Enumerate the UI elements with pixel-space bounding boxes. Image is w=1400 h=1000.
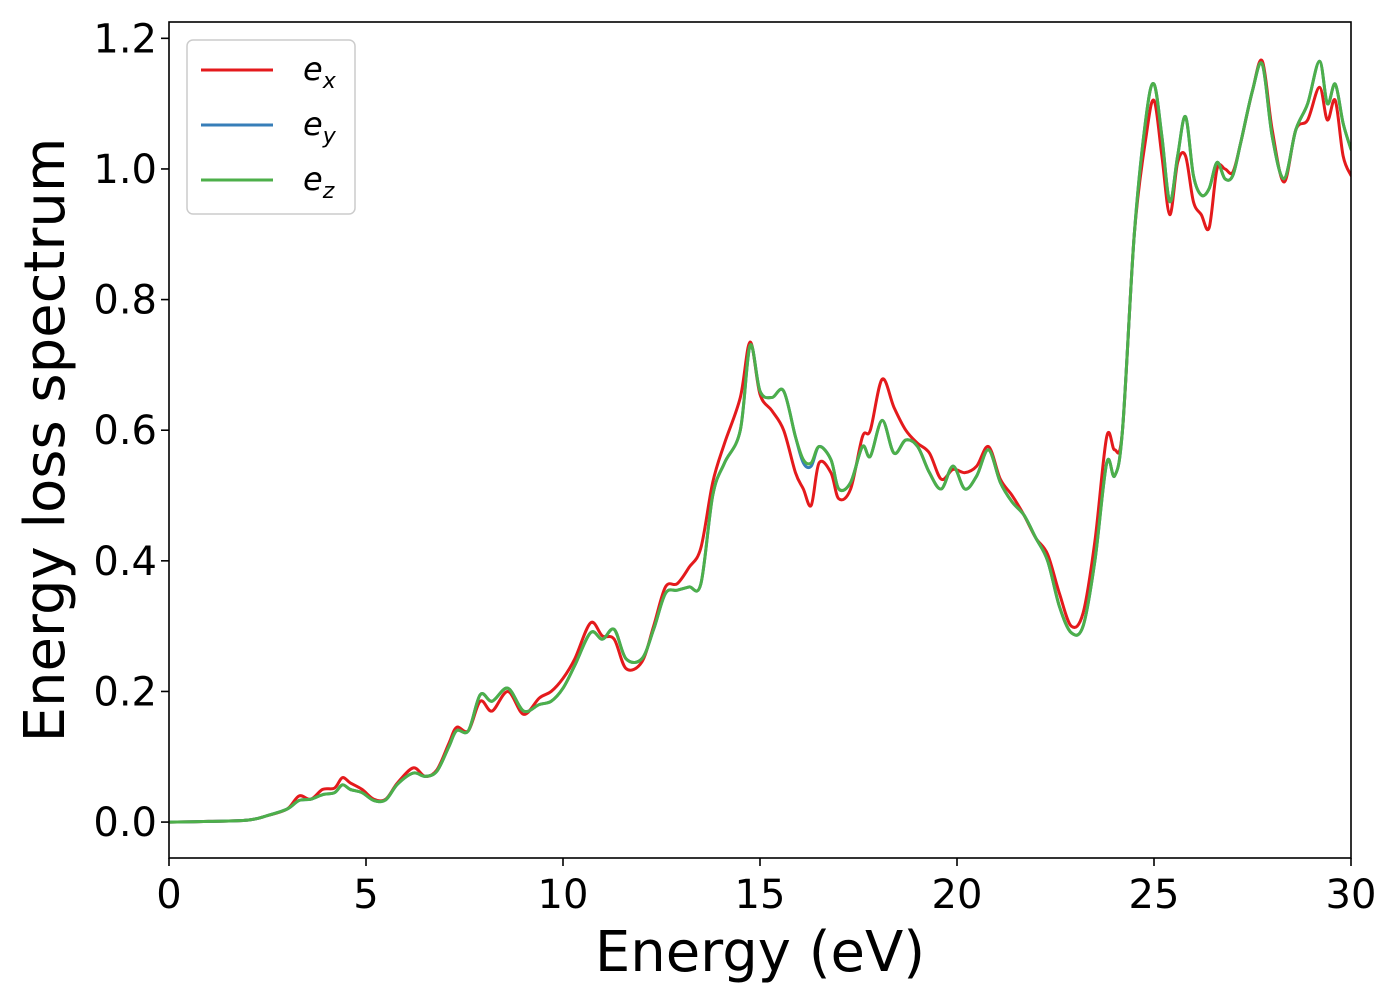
x-tick-label: 25 — [1129, 872, 1180, 918]
x-tick-label: 30 — [1326, 872, 1377, 918]
x-axis: 0 5 10 15 20 25 30 — [156, 858, 1376, 918]
x-tick-label: 5 — [353, 872, 378, 918]
x-tick-label: 0 — [156, 872, 181, 918]
legend-label-subscript: y — [322, 124, 337, 149]
y-tick-label: 0.0 — [93, 800, 157, 846]
x-tick-label: 20 — [932, 872, 983, 918]
y-tick-label: 0.8 — [93, 278, 157, 324]
legend-label-subscript: z — [322, 179, 335, 204]
legend-label-main: e — [303, 160, 323, 198]
legend-label-subscript: x — [322, 69, 337, 94]
legend-label: ey — [303, 105, 337, 149]
y-tick-label: 1.0 — [93, 147, 157, 193]
series-layer — [169, 58, 1351, 824]
legend-label: ex — [303, 50, 337, 94]
legend-label-main: e — [303, 105, 323, 143]
y-axis-title: Energy loss spectrum — [13, 138, 78, 743]
y-tick-label: 1.2 — [93, 16, 157, 62]
y-tick-label: 0.6 — [93, 408, 157, 454]
legend-label-main: e — [303, 50, 323, 88]
series-line-ez — [169, 59, 1351, 824]
legend-box — [186, 39, 356, 215]
x-axis-title: Energy (eV) — [595, 920, 925, 985]
x-tick-label: 15 — [735, 872, 786, 918]
y-axis: 0.0 0.2 0.4 0.6 0.8 1.0 1.2 — [93, 16, 169, 846]
y-tick-label: 0.4 — [93, 539, 157, 585]
legend-label: ez — [303, 160, 335, 204]
x-tick-label: 10 — [538, 872, 589, 918]
y-tick-label: 0.2 — [93, 669, 157, 715]
